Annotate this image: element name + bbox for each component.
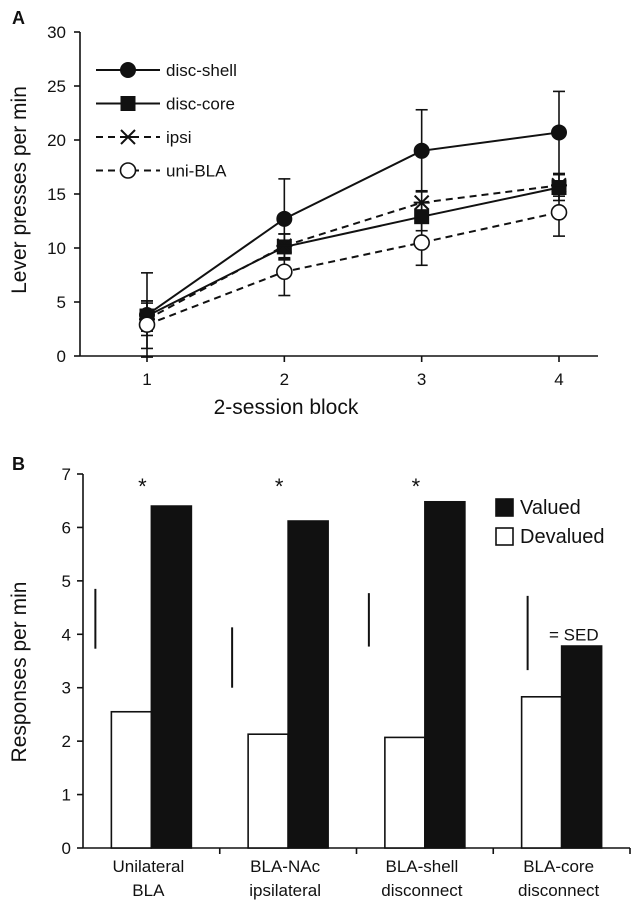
bar-valued <box>424 500 466 849</box>
bar-devalued <box>110 710 153 849</box>
disc-shell-point <box>276 210 293 227</box>
panel-a-x-tick-label: 2 <box>280 370 289 389</box>
significance-asterisk: * <box>412 474 421 499</box>
uni-bla-line <box>146 211 560 326</box>
bar-valued <box>287 520 329 849</box>
panel-b-y-tick-label: 7 <box>62 465 71 484</box>
panel-b-y-tick-label: 3 <box>62 679 71 698</box>
panel-a-x-tick-label: 1 <box>142 370 151 389</box>
panel-a-y-tick-label: 20 <box>47 131 66 150</box>
legend-disc-core-label: disc-core <box>166 95 235 114</box>
legend-disc-shell-label: disc-shell <box>166 61 237 80</box>
panel-b-x-tick-label: BLA-core <box>523 857 594 876</box>
panel-label-b: B <box>12 454 25 474</box>
panel-b-x-tick-label: ipsilateral <box>249 881 321 900</box>
legend-disc-core-marker <box>120 96 136 111</box>
panel-b-y-tick-label: 0 <box>62 839 71 858</box>
disc-shell-point <box>551 124 567 141</box>
panel-a-y-axis-label: Lever presses per min <box>8 86 31 294</box>
legend-ipsi-label: ipsi <box>166 128 192 147</box>
disc-shell-point <box>413 142 430 159</box>
panel-b-y-tick-label: 5 <box>62 572 71 591</box>
panel-b-y-tick-label: 4 <box>62 625 71 644</box>
panel-b-legend: Valued Devalued <box>495 497 605 548</box>
disc-core-point <box>414 209 430 225</box>
bar-devalued <box>520 695 563 849</box>
panel-a-y-tick-label: 10 <box>47 239 66 258</box>
panel-b-x-tick-label: BLA-shell <box>385 857 458 876</box>
panel-a-x-tick-label: 4 <box>554 370 563 389</box>
panel-a-y-tick-label: 5 <box>57 293 66 312</box>
ipsi-point <box>551 177 567 194</box>
disc-core-point <box>551 180 567 196</box>
significance-asterisk: * <box>275 474 284 499</box>
panel-b-x-tick-label: disconnect <box>381 881 463 900</box>
panel-a-x-axis-label: 2-session block <box>214 396 359 419</box>
panel-b-chart: 0 1 2 3 4 5 6 7 Unilateral BLA BLA-NAc ipsilateral B… <box>62 465 631 900</box>
panel-b-y-tick-label: 1 <box>62 786 71 805</box>
panel-b-x-tick-label: Unilateral <box>112 857 184 876</box>
uni-bla-point <box>550 204 568 221</box>
panel-a-y-tick-label: 30 <box>47 23 66 42</box>
uni-bla-point <box>413 234 430 251</box>
legend-devalued-label: Devalued <box>520 526 605 548</box>
ipsi-point <box>276 238 293 254</box>
ipsi-point <box>413 194 430 211</box>
panel-b-axes: 0 1 2 3 4 5 6 7 Unilateral BLA BLA-NAc ipsilateral B… <box>62 465 631 900</box>
panel-a-chart: 0 5 10 15 20 25 30 1 2 3 4 disc-shell disc-core ipsi… <box>47 23 598 389</box>
panel-a-y-tick-label: 15 <box>47 185 66 204</box>
disc-core-line <box>146 186 560 317</box>
significance-asterisk: * <box>138 474 147 499</box>
panel-b-y-axis-label: Responses per min <box>8 582 31 763</box>
panel-a-x-tick-label: 3 <box>417 370 426 389</box>
panel-b-y-tick-label: 6 <box>62 518 71 537</box>
legend-ipsi-marker <box>120 129 136 145</box>
disc-shell-line <box>146 131 560 316</box>
uni-bla-point <box>138 316 156 333</box>
legend-valued-label: Valued <box>520 497 581 519</box>
legend-devalued-swatch <box>495 527 514 546</box>
panel-b-x-tick-label: disconnect <box>518 881 600 900</box>
panel-a-legend: disc-shell disc-core ipsi uni-BLA <box>96 61 237 181</box>
bar-devalued <box>384 736 426 849</box>
legend-disc-shell-marker <box>120 62 136 78</box>
sed-label: = SED <box>549 625 599 644</box>
panel-b-y-tick-label: 2 <box>62 732 71 751</box>
bar-valued <box>150 505 193 849</box>
panel-a-series <box>138 90 568 358</box>
panel-a-y-tick-label: 25 <box>47 77 66 96</box>
panel-a-axes: 0 5 10 15 20 25 30 1 2 3 4 <box>47 23 598 389</box>
panel-b-x-tick-label: BLA <box>132 881 165 900</box>
panel-b-x-tick-label: BLA-NAc <box>250 857 320 876</box>
bar-devalued <box>247 733 289 849</box>
legend-uni-bla-marker <box>119 162 137 179</box>
bar-valued <box>560 645 603 849</box>
panel-label-a: A <box>12 8 25 28</box>
ipsi-line <box>146 184 560 321</box>
panel-b-bars: * * * = SED <box>94 474 603 849</box>
legend-valued-swatch <box>495 498 514 517</box>
panel-a-y-tick-label: 0 <box>57 347 66 366</box>
uni-bla-point <box>276 263 293 281</box>
legend-uni-bla-label: uni-BLA <box>166 162 227 181</box>
